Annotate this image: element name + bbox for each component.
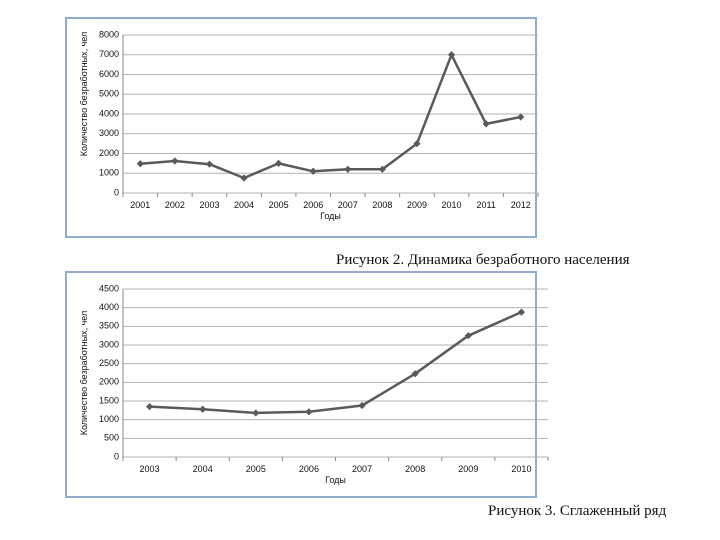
x-tick-label: 2002 bbox=[165, 200, 185, 210]
y-tick-label: 6000 bbox=[99, 69, 119, 79]
x-tick-label: 2012 bbox=[511, 200, 531, 210]
x-tick-label: 2011 bbox=[476, 200, 495, 210]
data-point bbox=[309, 167, 317, 175]
data-point bbox=[252, 409, 260, 417]
data-point bbox=[447, 51, 456, 59]
y-tick-label: 500 bbox=[104, 433, 119, 443]
y-tick-label: 3000 bbox=[99, 128, 119, 138]
data-point bbox=[171, 157, 179, 165]
chart-unemployment-dynamics: 0 1000 2000 3000 4000 5000 6000 7000 8000 2001 200… bbox=[65, 17, 539, 238]
y-tick-label: 4500 bbox=[99, 283, 119, 293]
x-tick-label: 2001 bbox=[130, 200, 150, 210]
data-point bbox=[240, 174, 248, 182]
x-tick-label: 2003 bbox=[199, 200, 219, 210]
y-tick-label: 5000 bbox=[99, 89, 119, 99]
figure-3-caption: Рисунок 3. Сглаженный ряд bbox=[488, 503, 667, 519]
x-tick-label: 2005 bbox=[246, 464, 266, 474]
x-axis-title: Годы bbox=[320, 211, 341, 221]
data-point bbox=[305, 408, 313, 416]
data-point bbox=[199, 405, 207, 413]
y-axis-title: Количество безработных, чел bbox=[79, 32, 89, 157]
x-tick-label: 2004 bbox=[234, 200, 254, 210]
x-tick-label: 2005 bbox=[269, 200, 289, 210]
data-point bbox=[136, 160, 144, 168]
x-tick-label: 2004 bbox=[193, 464, 213, 474]
x-tick-label: 2006 bbox=[299, 464, 319, 474]
series-line bbox=[140, 53, 521, 180]
x-tick-label: 2010 bbox=[442, 200, 462, 210]
y-tick-label: 1500 bbox=[99, 395, 119, 405]
data-point bbox=[145, 403, 154, 411]
x-tick-label: 2008 bbox=[372, 200, 392, 210]
x-tick-label: 2009 bbox=[458, 464, 478, 474]
y-tick-label: 1000 bbox=[99, 414, 119, 424]
y-tick-label: 3500 bbox=[99, 321, 119, 331]
y-tick-label: 8000 bbox=[99, 29, 119, 39]
data-point bbox=[413, 140, 421, 148]
y-tick-label: 4000 bbox=[99, 108, 119, 118]
chart-smoothed-series: 0 500 1000 1500 2000 2500 3000 3500 4000 4500 2003… bbox=[65, 271, 549, 498]
data-point bbox=[378, 165, 386, 173]
series-line bbox=[149, 310, 522, 415]
data-point bbox=[275, 159, 283, 167]
x-tick-label: 2009 bbox=[407, 200, 427, 210]
y-axis-title: Количество безработных, чел bbox=[79, 311, 89, 436]
y-tick-label: 2000 bbox=[99, 148, 119, 158]
x-tick-label: 2007 bbox=[338, 200, 358, 210]
y-tick-label: 2000 bbox=[99, 377, 119, 387]
figure-2-caption: Рисунок 2. Динамика безработного населен… bbox=[336, 252, 630, 268]
y-tick-label: 1000 bbox=[99, 168, 119, 178]
x-tick-label: 2007 bbox=[352, 464, 372, 474]
y-tick-label: 0 bbox=[114, 451, 119, 461]
y-tick-label: 4000 bbox=[99, 302, 119, 312]
line-chart-1: 0 1000 2000 3000 4000 5000 6000 7000 8000 2001 200… bbox=[79, 29, 539, 221]
line-chart-2: 0 500 1000 1500 2000 2500 3000 3500 4000 4500 2003… bbox=[79, 283, 549, 485]
data-point bbox=[482, 120, 490, 128]
x-tick-label: 2010 bbox=[511, 464, 531, 474]
y-tick-label: 0 bbox=[114, 187, 119, 197]
y-tick-label: 2500 bbox=[99, 358, 119, 368]
data-point bbox=[517, 308, 526, 316]
x-axis-title: Годы bbox=[325, 475, 346, 485]
x-tick-label: 2008 bbox=[405, 464, 425, 474]
data-point bbox=[205, 160, 214, 168]
y-tick-label: 3000 bbox=[99, 339, 119, 349]
y-tick-label: 7000 bbox=[99, 49, 119, 59]
data-point bbox=[517, 113, 525, 121]
x-tick-label: 2003 bbox=[140, 464, 160, 474]
x-tick-label: 2006 bbox=[303, 200, 323, 210]
data-point bbox=[344, 165, 352, 173]
